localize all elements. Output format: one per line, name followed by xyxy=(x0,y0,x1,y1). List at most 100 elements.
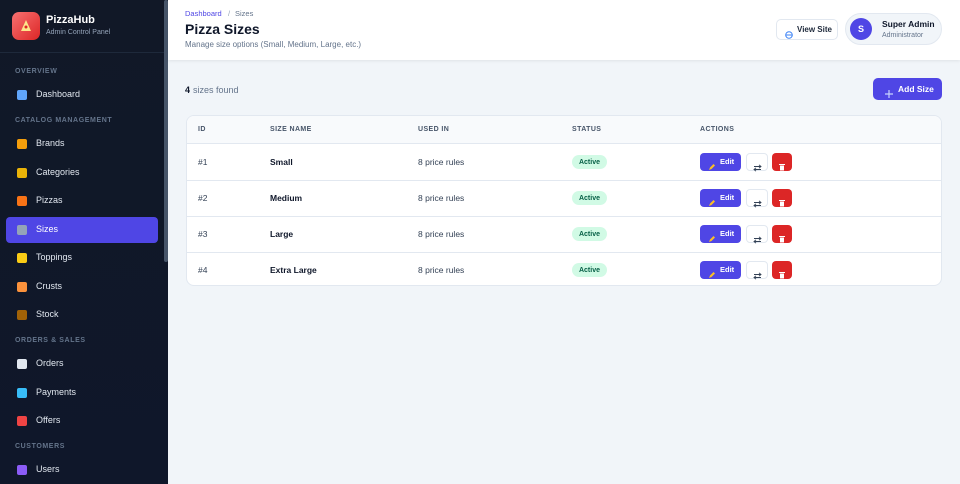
nav-item[interactable]: Stock xyxy=(6,302,158,328)
nav-item[interactable]: Sizes xyxy=(6,216,158,243)
user-role: Administrator xyxy=(882,32,924,39)
cell-id: #2 xyxy=(198,193,208,203)
status-badge: Active xyxy=(572,155,607,169)
nav-item[interactable]: Offers xyxy=(6,408,158,434)
edit-icon xyxy=(708,230,716,242)
edit-button[interactable]: Edit xyxy=(700,153,741,171)
toggle-icon xyxy=(753,231,762,244)
table-header xyxy=(187,116,941,144)
delete-button[interactable] xyxy=(772,189,792,207)
cell-id: #4 xyxy=(198,265,208,275)
breadcrumb-separator: / xyxy=(228,9,231,18)
trash-icon xyxy=(778,266,786,279)
divider xyxy=(0,52,164,53)
user-menu[interactable]: S Super Admin Administrator xyxy=(845,13,942,45)
toggle-icon xyxy=(753,195,762,208)
nav-icon xyxy=(17,387,27,398)
column-header: SIZE NAME xyxy=(270,126,312,133)
toggle-button[interactable] xyxy=(746,153,768,172)
nav-icon xyxy=(17,196,27,206)
toggle-button[interactable] xyxy=(746,261,768,280)
column-header: STATUS xyxy=(572,126,602,133)
edit-button[interactable]: Edit xyxy=(700,225,741,243)
table-card: ID SIZE NAME USED IN STATUS ACTIONS #1 Small 8 … xyxy=(186,115,942,286)
nav-item[interactable]: Orders xyxy=(6,351,158,377)
nav-label: Dashboard xyxy=(36,89,81,99)
nav-icon xyxy=(17,416,27,426)
nav-icon xyxy=(17,253,27,263)
toggle-button[interactable] xyxy=(746,225,768,244)
page-subtitle: Manage size options (Small, Medium, Larg… xyxy=(185,40,362,49)
nav-item[interactable]: Categories xyxy=(6,160,158,186)
globe-icon xyxy=(785,26,793,39)
trash-icon xyxy=(778,230,786,243)
breadcrumb-link[interactable]: Dashboard xyxy=(185,9,222,18)
nav-item[interactable]: Dashboard xyxy=(6,82,158,108)
nav-icon xyxy=(17,281,27,292)
row-divider xyxy=(187,180,941,181)
nav-label: Stock xyxy=(36,309,59,319)
nav-label: Brands xyxy=(36,138,65,148)
nav-label: Sizes xyxy=(36,223,59,234)
user-name: Super Admin xyxy=(882,19,935,29)
cell-used: 8 price rules xyxy=(418,193,465,203)
toggle-button[interactable] xyxy=(746,189,768,208)
nav-item[interactable]: Crusts xyxy=(6,274,158,300)
nav-label: Users xyxy=(36,464,60,474)
section-label: OVERVIEW xyxy=(15,68,58,75)
nav-icon xyxy=(17,90,27,100)
edit-label: Edit xyxy=(720,229,735,238)
brand-name: PizzaHub xyxy=(46,14,95,26)
count-text: sizes found xyxy=(193,85,239,95)
nav-label: Crusts xyxy=(36,280,63,291)
toggle-icon xyxy=(753,267,762,280)
cell-name: Medium xyxy=(270,193,303,203)
edit-button[interactable]: Edit xyxy=(700,261,741,279)
trash-icon xyxy=(778,158,786,171)
edit-label: Edit xyxy=(720,265,735,274)
nav-label: Orders xyxy=(36,358,64,368)
add-size-button[interactable]: Add Size xyxy=(873,78,942,100)
nav-item[interactable]: Toppings xyxy=(6,245,158,271)
section-label: CATALOG MANAGEMENT xyxy=(15,117,113,124)
trash-icon xyxy=(778,194,786,207)
status-badge: Active xyxy=(572,227,607,241)
plus-icon xyxy=(885,85,893,98)
edit-icon xyxy=(708,194,716,206)
nav-item[interactable]: Payments xyxy=(6,380,158,406)
view-site-button[interactable]: View Site xyxy=(776,19,838,40)
edit-button[interactable]: Edit xyxy=(700,189,741,207)
status-badge: Active xyxy=(572,191,607,205)
nav-icon xyxy=(17,310,27,320)
nav-icon xyxy=(17,224,27,235)
edit-label: Edit xyxy=(720,157,735,166)
count-number: 4 xyxy=(185,85,191,95)
avatar: S xyxy=(850,18,872,40)
page-title: Pizza Sizes xyxy=(185,21,260,37)
delete-button[interactable] xyxy=(772,261,792,279)
header: Dashboard / Sizes Pizza Sizes Manage size op… xyxy=(168,0,960,60)
add-size-label: Add Size xyxy=(898,84,934,94)
nav-label: Categories xyxy=(36,166,80,177)
cell-used: 8 price rules xyxy=(418,229,465,239)
toggle-icon xyxy=(753,159,762,172)
column-header: USED IN xyxy=(418,126,450,133)
delete-button[interactable] xyxy=(772,153,792,171)
nav-label: Pizzas xyxy=(36,195,63,205)
nav-item[interactable]: Users xyxy=(6,457,158,483)
cell-name: Extra Large xyxy=(270,265,317,275)
delete-button[interactable] xyxy=(772,225,792,243)
nav-item[interactable]: Pizzas xyxy=(6,188,158,214)
cell-id: #1 xyxy=(198,157,208,167)
cell-used: 8 price rules xyxy=(418,157,465,167)
row-divider xyxy=(187,252,941,253)
cell-id: #3 xyxy=(198,229,208,239)
edit-icon xyxy=(708,266,716,278)
nav-label: Payments xyxy=(36,386,77,397)
nav-label: Toppings xyxy=(36,252,73,262)
nav-item[interactable]: Brands xyxy=(6,131,158,157)
status-badge: Active xyxy=(572,263,607,277)
nav-icon xyxy=(17,139,27,149)
scrollbar xyxy=(164,0,168,262)
